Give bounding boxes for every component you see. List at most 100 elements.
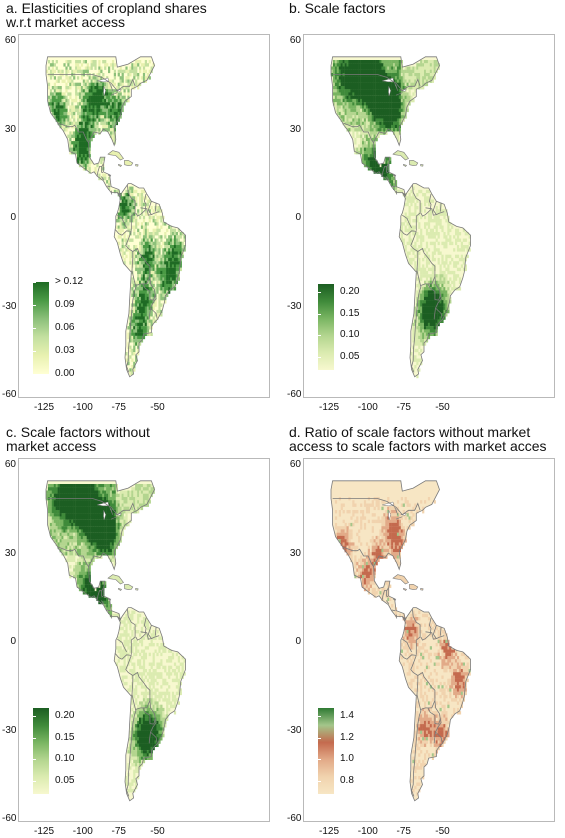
great-lake — [388, 510, 391, 521]
lat-tick-label: 0 — [295, 212, 301, 223]
legend-colorbar — [318, 284, 334, 370]
country-border — [343, 546, 374, 567]
caribbean-island — [420, 164, 424, 167]
panel-d-title-line1: d. Ratio of scale factors without market — [289, 424, 531, 440]
country-border — [386, 166, 389, 174]
caribbean-island — [408, 583, 419, 590]
legend-label: 0.15 — [55, 731, 75, 743]
country-border — [107, 598, 112, 601]
country-border — [432, 201, 437, 215]
legend-label: 0.15 — [340, 307, 360, 319]
country-border — [118, 193, 121, 197]
great-lake — [388, 86, 391, 97]
country-border — [154, 202, 157, 212]
caribbean-island — [392, 574, 409, 585]
country-border — [432, 625, 437, 639]
legend-colorbar — [33, 708, 49, 794]
country-border — [399, 653, 417, 660]
lat-tick-label: 30 — [289, 123, 301, 135]
lon-tick-label: -125 — [34, 402, 55, 413]
great-lake — [394, 83, 398, 91]
legend-label: > 0.12 — [55, 276, 84, 287]
legend-colorbar — [33, 282, 49, 374]
lat-tick-label: -60 — [2, 813, 17, 824]
panel-b-title-line1: b. Scale factors — [289, 0, 386, 16]
lon-tick-label: -100 — [357, 402, 378, 413]
caribbean-island — [107, 574, 124, 585]
country-border — [150, 294, 158, 319]
country-border — [101, 590, 104, 598]
country-border — [100, 176, 105, 181]
country-border — [439, 626, 442, 636]
country-border — [147, 201, 152, 215]
country-border — [140, 631, 160, 640]
legend-label: 0.20 — [340, 286, 360, 297]
lat-tick-label: -60 — [287, 389, 302, 400]
panel-a-title-line2: w.r.t market access — [6, 14, 126, 30]
country-border — [132, 247, 151, 285]
coastline — [45, 480, 155, 621]
country-border — [392, 174, 397, 177]
country-border — [402, 214, 412, 229]
country-border — [150, 718, 158, 743]
lat-tick-label: -30 — [287, 300, 302, 312]
great-lake — [396, 92, 403, 96]
lon-tick-label: -75 — [396, 826, 411, 837]
country-border — [125, 231, 134, 273]
country-border — [435, 718, 443, 743]
north-america-landmass — [46, 56, 155, 196]
lon-tick-label: -50 — [435, 826, 450, 837]
great-lake — [111, 92, 118, 96]
country-border — [47, 74, 136, 92]
lon-tick-label: -50 — [150, 826, 165, 837]
caribbean-island — [403, 163, 407, 167]
country-border — [427, 276, 441, 301]
country-border — [117, 638, 127, 653]
lon-tick-label: -125 — [34, 826, 55, 837]
country-border — [435, 294, 443, 319]
country-border — [58, 122, 89, 143]
map-svg-a — [45, 56, 186, 378]
country-border — [381, 164, 389, 176]
caribbean-island — [420, 588, 424, 591]
country-border — [381, 588, 389, 600]
lat-tick-label: -30 — [287, 724, 302, 736]
country-border — [420, 707, 428, 711]
country-border — [403, 193, 406, 197]
country-border — [332, 74, 421, 92]
map-raster-cells — [46, 60, 186, 375]
lon-tick-label: -100 — [72, 826, 93, 837]
panel-c-title-line2: market access — [6, 438, 97, 454]
caribbean-island — [135, 164, 139, 167]
lat-tick-label: 60 — [289, 459, 301, 470]
legend-label: 0.09 — [55, 299, 75, 310]
country-border — [420, 193, 432, 217]
country-border — [399, 229, 417, 236]
coastline — [113, 183, 186, 378]
great-lake — [394, 507, 398, 515]
country-border — [135, 193, 147, 217]
country-border — [96, 164, 104, 176]
country-border — [391, 609, 396, 612]
caribbean-island — [403, 587, 407, 591]
map-svg-b — [330, 56, 471, 379]
map-svg-c — [45, 480, 186, 802]
legend-label: 0.8 — [340, 774, 354, 786]
lat-tick-label: 0 — [10, 212, 16, 223]
legend-label: 1.0 — [340, 753, 354, 764]
map-raster-cells — [46, 484, 186, 793]
country-border — [47, 498, 136, 516]
country-border — [125, 655, 134, 697]
country-border — [420, 617, 432, 641]
country-border — [96, 588, 104, 600]
lon-tick-label: -100 — [72, 402, 93, 413]
country-border — [140, 207, 160, 216]
country-border — [402, 638, 412, 653]
lon-tick-label: -75 — [111, 826, 126, 837]
legend-label: 1.2 — [340, 731, 354, 743]
lat-tick-label: -30 — [2, 724, 17, 736]
great-lake — [109, 507, 113, 515]
legend-label: 0.20 — [55, 710, 75, 721]
coastline — [330, 480, 440, 621]
legend-colorbar — [318, 708, 334, 794]
